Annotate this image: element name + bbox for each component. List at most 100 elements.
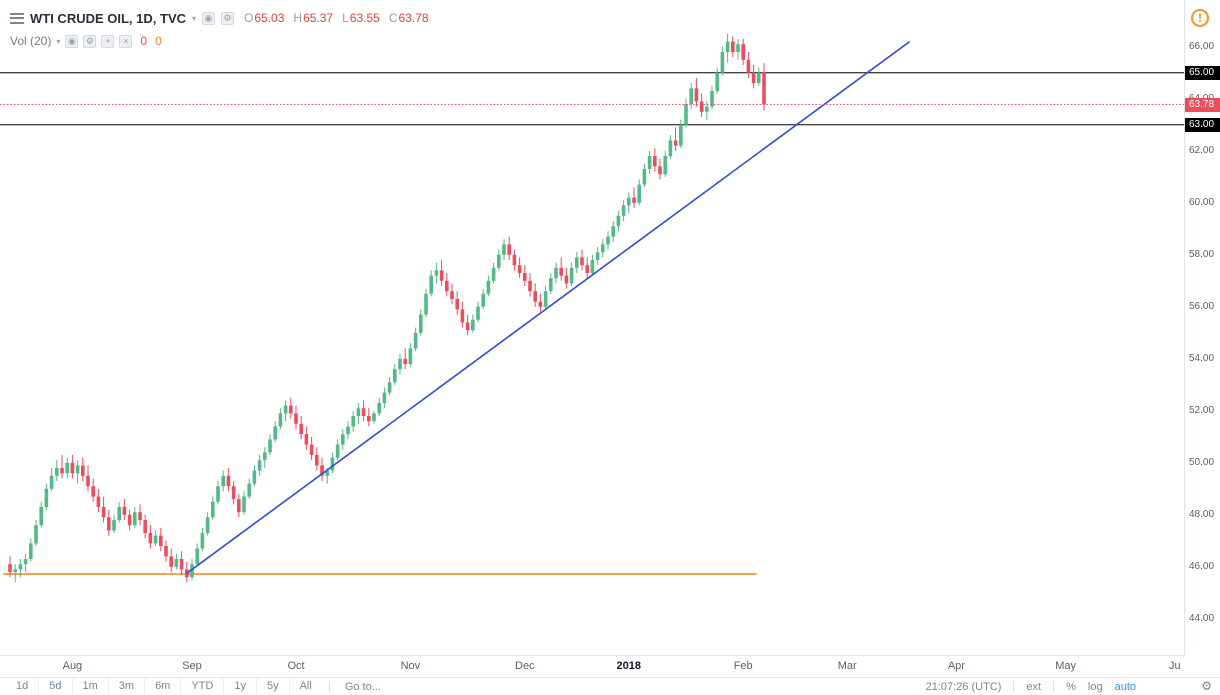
volume-eye-icon[interactable]: ◉ xyxy=(65,34,79,48)
candle-body xyxy=(29,543,33,559)
candle-body xyxy=(325,470,329,476)
volume-gear-icon[interactable]: ⚙ xyxy=(83,34,97,48)
candle-body xyxy=(101,507,106,518)
candle-body xyxy=(278,413,283,427)
candle-body xyxy=(627,197,631,206)
log-scale-toggle[interactable]: log xyxy=(1087,680,1103,693)
candle-body xyxy=(580,257,584,266)
candle-body xyxy=(601,244,605,253)
candle-body xyxy=(491,267,496,281)
symbol-title[interactable]: WTI CRUDE OIL, 1D, TVC xyxy=(30,10,186,26)
volume-close-icon[interactable]: × xyxy=(119,34,133,48)
candle-body xyxy=(590,260,595,273)
candle-body xyxy=(403,358,407,364)
candle-body xyxy=(159,535,163,546)
open-value: O65.03 xyxy=(244,11,285,25)
candle-body xyxy=(148,533,153,544)
price-tick: 56.00 xyxy=(1189,300,1215,312)
chart-canvas[interactable]: WTI CRUDE OIL, 1D, TVC ▾ ◉ ⚙ O65.03 H65.… xyxy=(0,0,1184,655)
price-tick: 50.00 xyxy=(1189,456,1215,468)
time-axis[interactable]: Aug Sep Oct Nov Dec 2018 Feb Mar Apr May Ju xyxy=(0,655,1184,678)
candle-body xyxy=(23,559,28,565)
candle-body xyxy=(273,426,277,440)
series-gear-icon[interactable]: ⚙ xyxy=(221,11,235,25)
range-button-1m[interactable]: 1m xyxy=(71,678,108,695)
range-button-5d[interactable]: 5d xyxy=(38,678,71,695)
candle-body xyxy=(179,559,184,570)
range-button-1y[interactable]: 1y xyxy=(223,678,256,695)
menu-icon[interactable] xyxy=(10,12,24,24)
candle-body xyxy=(133,512,137,526)
candlestick-chart[interactable] xyxy=(0,0,1184,655)
candle-body xyxy=(413,332,418,349)
candle-body xyxy=(341,434,345,445)
candle-body xyxy=(153,535,158,544)
candle-body xyxy=(419,314,423,333)
candle-body xyxy=(517,265,522,273)
toolbar-divider xyxy=(1053,681,1055,692)
range-button-6m[interactable]: 6m xyxy=(144,678,180,695)
candle-body xyxy=(507,244,511,255)
candle-body xyxy=(439,270,444,281)
candle-body xyxy=(621,205,626,216)
go-to-date-button[interactable]: Go to... xyxy=(344,680,381,693)
candle-body xyxy=(476,306,480,320)
series-eye-icon[interactable]: ◉ xyxy=(202,11,216,25)
range-button-5y[interactable]: 5y xyxy=(255,678,289,695)
volume-plus-icon[interactable]: + xyxy=(101,34,115,48)
candle-body xyxy=(502,244,506,255)
candle-body xyxy=(481,293,485,307)
candle-body xyxy=(252,470,257,484)
candle-body xyxy=(564,275,569,284)
clock[interactable]: 21:07:26 (UTC) xyxy=(925,680,1002,693)
candle-body xyxy=(762,72,766,105)
chevron-down-icon[interactable]: ▾ xyxy=(192,13,197,23)
candle-body xyxy=(44,488,49,507)
candle-body xyxy=(49,475,54,489)
candle-body xyxy=(216,486,220,502)
candle-body xyxy=(190,564,194,578)
chevron-down-icon: ▾ xyxy=(56,36,61,46)
price-tick: 44.00 xyxy=(1189,612,1215,624)
candle-body xyxy=(55,468,59,476)
candle-body xyxy=(741,44,745,60)
time-axis-label: Ju xyxy=(1168,660,1181,672)
time-axis-label: Mar xyxy=(837,660,857,672)
candle-body xyxy=(112,520,116,531)
candle-body xyxy=(169,556,173,567)
candle-body xyxy=(70,462,75,474)
candle-body xyxy=(8,564,12,572)
extended-hours-toggle[interactable]: ext xyxy=(1026,680,1042,693)
range-button-all[interactable]: All xyxy=(288,678,322,695)
percent-scale-toggle[interactable]: % xyxy=(1066,680,1076,693)
candle-body xyxy=(107,517,111,531)
candle-body xyxy=(736,44,740,52)
volume-ma-value: 0 xyxy=(155,34,162,48)
range-button-1d[interactable]: 1d xyxy=(16,680,29,692)
alert-warning-icon[interactable]: ! xyxy=(1191,9,1209,27)
candle-body xyxy=(554,267,558,279)
candle-body xyxy=(549,278,553,292)
candle-body xyxy=(569,267,574,284)
auto-scale-toggle[interactable]: auto xyxy=(1114,680,1136,693)
settings-gear-icon[interactable]: ⚙ xyxy=(1201,679,1212,693)
candle-body xyxy=(289,405,293,414)
candle-body xyxy=(315,455,319,466)
candle-body xyxy=(653,156,657,167)
candle-body xyxy=(127,514,132,526)
range-button-3m[interactable]: 3m xyxy=(107,678,144,695)
candle-body xyxy=(497,254,501,268)
range-button-ytd[interactable]: YTD xyxy=(180,678,223,695)
volume-indicator-label[interactable]: Vol (20) xyxy=(10,34,52,48)
price-axis[interactable]: 66.0064.0062.0060.0058.0056.0054.0052.00… xyxy=(1184,0,1220,655)
candle-body xyxy=(450,291,454,299)
candle-body xyxy=(528,280,532,292)
candle-body xyxy=(679,124,683,146)
candle-body xyxy=(611,226,615,237)
candle-body xyxy=(205,517,210,533)
time-axis-label: Feb xyxy=(733,660,753,672)
candle-body xyxy=(211,501,215,518)
time-axis-label: May xyxy=(1055,660,1076,672)
range-buttons: 1d 5d 1m 3m 6m YTD 1y 5y All xyxy=(6,678,322,695)
